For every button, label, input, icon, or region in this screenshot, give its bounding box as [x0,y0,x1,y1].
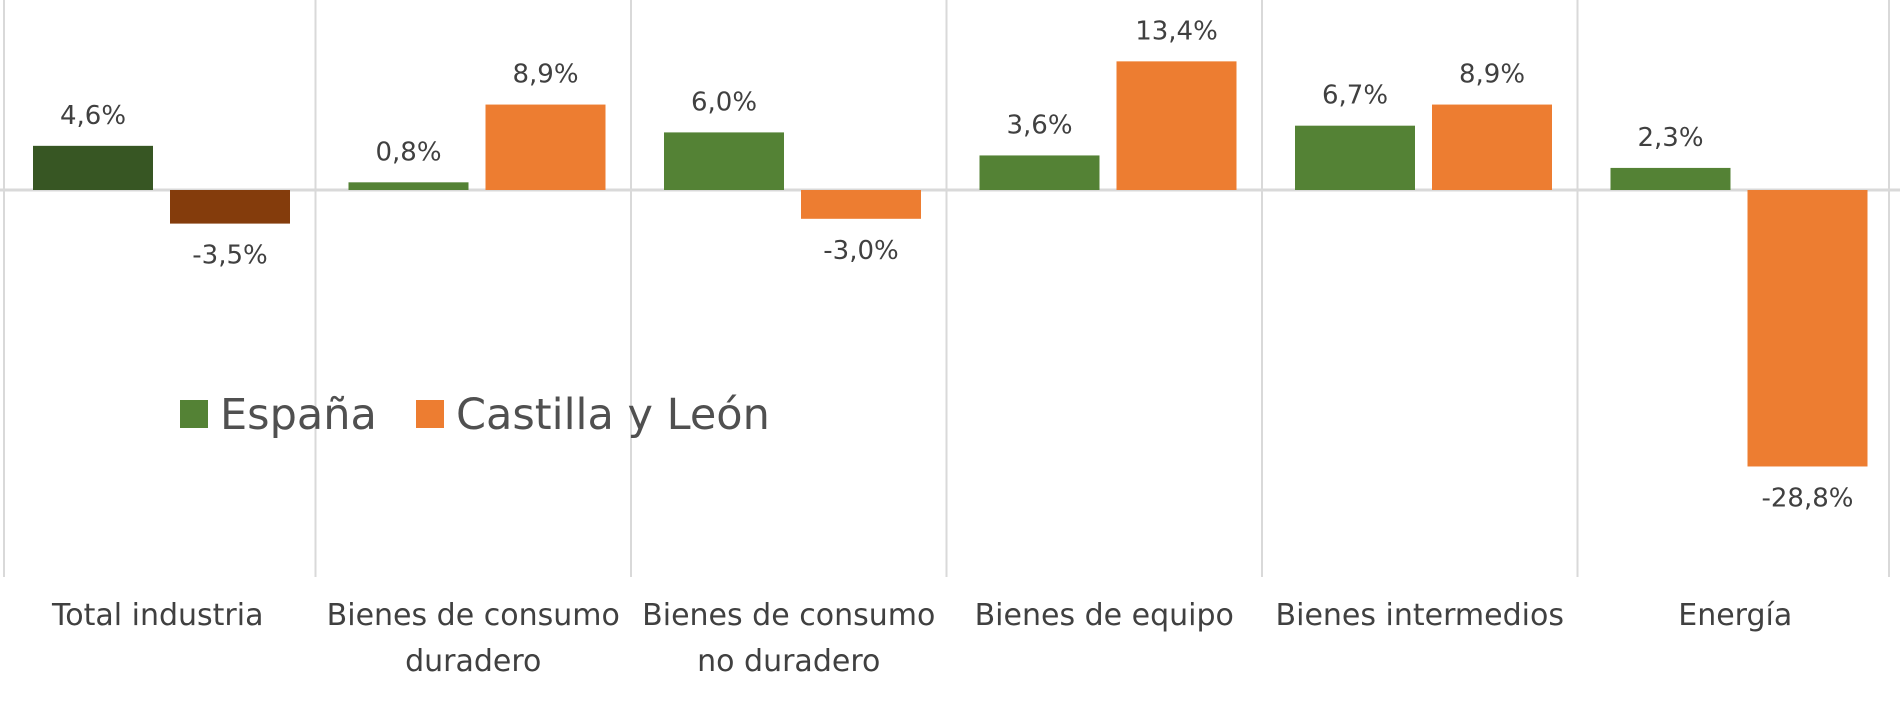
category-separators [3,0,1890,577]
legend-swatch-espana [180,400,208,428]
legend-label-castilla-y-leon: Castilla y León [456,390,770,440]
category-label-bienes-de-consumo-no-duradero: Bienes de consumo [642,598,935,633]
data-label-castilla-y-leon-bienes-de-consumo-no-duradero: -3,0% [823,236,898,266]
bar-espana-bienes-de-consumo-duradero [348,182,469,190]
data-label-castilla-y-leon-total-industria: -3,5% [192,241,267,271]
bar-castilla-y-leon-bienes-intermedios [1432,104,1552,190]
data-label-castilla-y-leon-bienes-intermedios: 8,9% [1459,60,1525,90]
bar-espana-energia [1610,167,1731,190]
data-label-espana-total-industria: 4,6% [60,101,126,131]
category-labels-group: Total industria Bienes de consumo duradero… [51,598,1792,679]
legend-swatch-castilla-y-leon [416,400,444,428]
data-label-espana-bienes-intermedios: 6,7% [1322,81,1388,111]
data-label-espana-bienes-de-consumo-duradero: 0,8% [375,137,441,167]
bar-castilla-y-leon-bienes-de-equipo [1116,61,1237,190]
bar-castilla-y-leon-energia [1747,190,1868,467]
data-label-espana-bienes-de-consumo-no-duradero: 6,0% [691,87,757,117]
bars-group [33,61,1868,467]
bar-espana-bienes-de-equipo [979,155,1100,190]
bar-castilla-y-leon-bienes-de-consumo-no-duradero [801,190,921,219]
category-label-bienes-intermedios: Bienes intermedios [1276,598,1564,633]
bar-espana-bienes-de-consumo-no-duradero [664,132,784,190]
data-label-castilla-y-leon-bienes-de-consumo-duradero: 8,9% [512,60,578,90]
legend-label-espana: España [220,390,377,440]
data-label-castilla-y-leon-bienes-de-equipo: 13,4% [1135,16,1218,46]
category-label-total-industria: Total industria [51,598,263,633]
category-label-energia: Energía [1678,598,1792,633]
category-label-bienes-de-consumo-no-duradero: no duradero [697,644,880,679]
legend: España Castilla y León [180,390,770,440]
category-label-bienes-de-equipo: Bienes de equipo [975,598,1234,633]
bar-espana-bienes-intermedios [1295,125,1415,190]
data-labels-group: 4,6% -3,5% 0,8% 8,9% 6,0% -3,0% 3,6% 13,4% 6,7% 8… [60,16,1854,513]
category-label-bienes-de-consumo-duradero: Bienes de consumo [327,598,620,633]
data-label-espana-energia: 2,3% [1637,123,1703,153]
bar-espana-total-industria [33,145,153,190]
category-label-bienes-de-consumo-duradero: duradero [405,644,541,679]
data-label-espana-bienes-de-equipo: 3,6% [1006,110,1072,140]
bar-castilla-y-leon-total-industria [170,190,290,224]
bar-castilla-y-leon-bienes-de-consumo-duradero [485,104,606,190]
data-label-castilla-y-leon-energia: -28,8% [1762,483,1854,513]
